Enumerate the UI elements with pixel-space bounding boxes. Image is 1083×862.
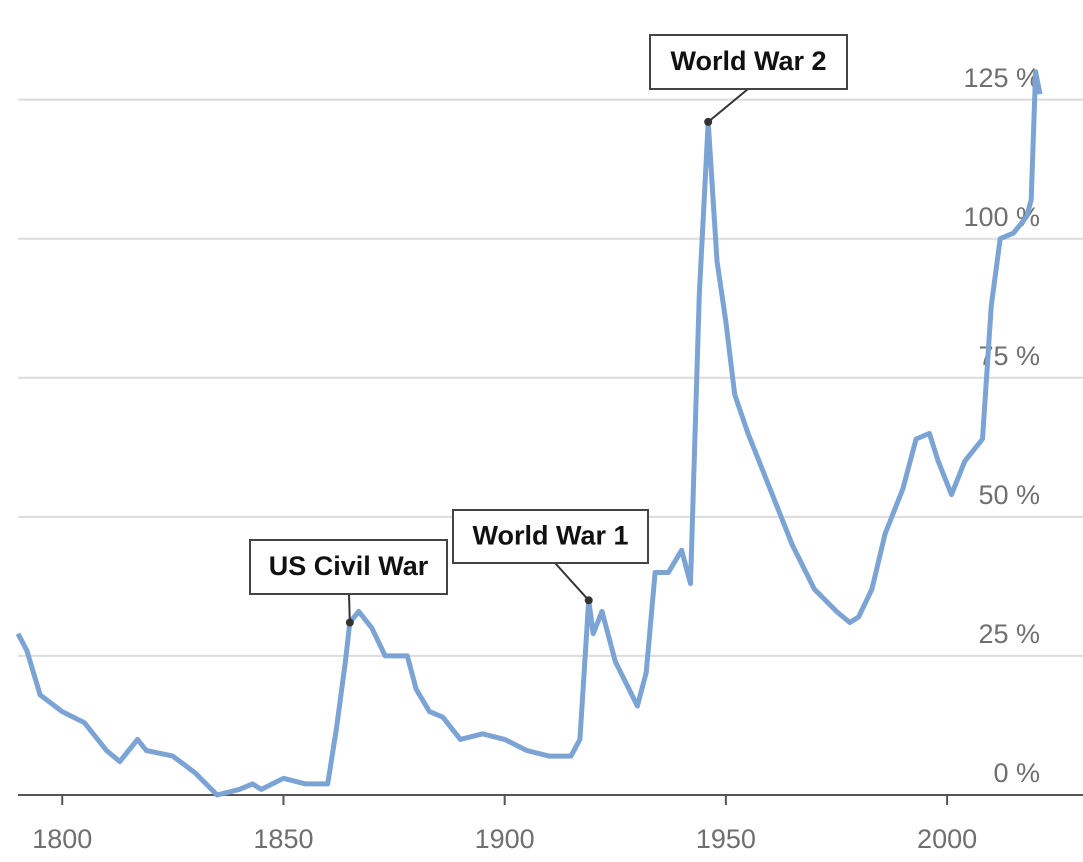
annotation-leader [348,593,351,623]
annotation-box [452,509,649,564]
annotation-label: US Civil War [269,551,429,581]
annotation-box [649,34,848,90]
y-tick-label: 25 % [978,619,1040,649]
annotation-leader [707,88,749,123]
annotation-label: World War 1 [472,521,628,551]
annotation-point [345,618,354,627]
annotation-point [584,596,593,605]
annotation-label: World War 2 [670,46,826,76]
x-tick-label: 1950 [696,824,756,854]
x-tick-label: 2000 [917,824,977,854]
annotation-box [249,539,448,595]
x-tick-label: 1800 [32,824,92,854]
y-tick-label: 50 % [978,480,1040,510]
x-tick-label: 1850 [253,824,313,854]
y-tick-label: 125 % [963,63,1040,93]
annotation-leader [554,562,590,601]
annotation-point [704,117,713,126]
data-line [15,69,1043,798]
x-tick-label: 1900 [475,824,535,854]
y-tick-label: 0 % [993,758,1040,788]
